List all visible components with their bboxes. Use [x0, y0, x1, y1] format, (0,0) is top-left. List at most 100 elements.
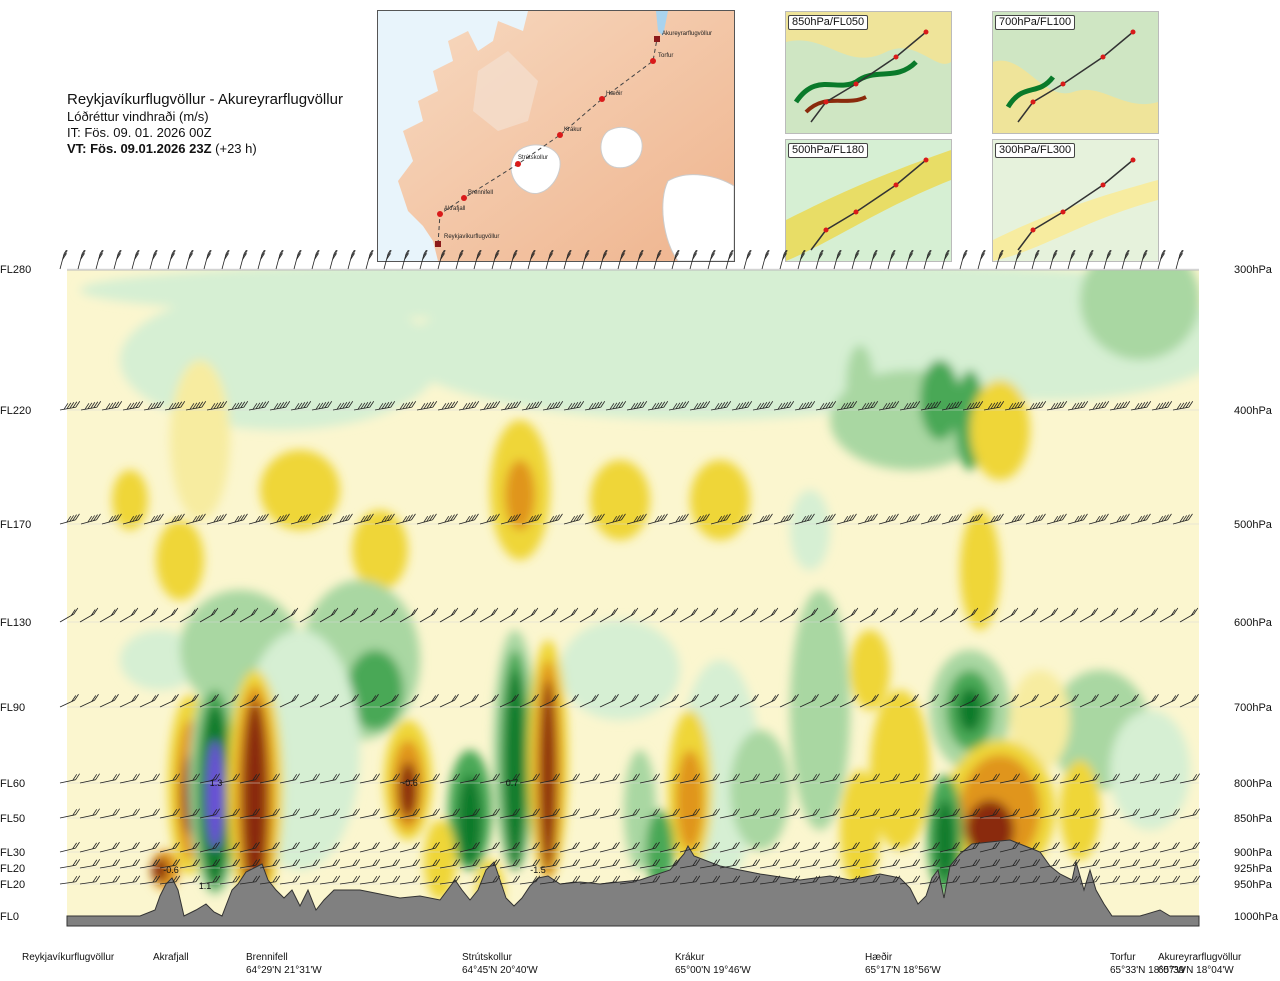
- wind-barb-feather: [999, 250, 1004, 257]
- wind-barb-feather: [450, 514, 455, 521]
- wind-barb-feather: [369, 400, 375, 408]
- wind-barb-feather: [415, 841, 420, 849]
- wind-barb-feather: [450, 609, 456, 616]
- wind-barb-feather: [612, 859, 618, 866]
- wind-barb-feather: [1185, 514, 1190, 521]
- maplabel-brennifell: Brennifell: [468, 190, 493, 196]
- wind-barb-feather: [892, 809, 898, 816]
- wind-barb-feather: [1011, 515, 1017, 523]
- wind-barb-feather: [404, 253, 409, 260]
- wind-barb-feather: [336, 403, 342, 410]
- wind-barb-feather: [572, 842, 577, 850]
- wind-barb-feather: [69, 402, 75, 409]
- location-name: Akureyrarflugvöllur: [1158, 952, 1242, 963]
- wind-barb-feather: [507, 402, 513, 410]
- wind-barb-feather: [1111, 695, 1117, 702]
- wind-barb-feather: [782, 253, 787, 260]
- wind-barb-feather: [765, 250, 770, 257]
- wind-barb-feather: [93, 401, 99, 408]
- wind-barb-feather: [300, 515, 305, 522]
- wind-barb-feather: [296, 253, 301, 260]
- wind-barb-feather: [495, 250, 500, 257]
- wind-barb-feather: [318, 402, 324, 410]
- wind-barb-feather: [1115, 773, 1120, 780]
- wind-barb-feather: [981, 250, 985, 254]
- wind-barb-feather: [453, 400, 459, 408]
- wind-barb-feather: [815, 875, 821, 882]
- wind-barb-feather: [455, 773, 460, 780]
- wind-barb-feather: [910, 609, 916, 616]
- wind-barb-feather: [535, 841, 540, 849]
- wind-barb-feather: [655, 875, 661, 882]
- wind-barb-feather: [972, 809, 978, 816]
- wind-barb-feather: [635, 841, 640, 849]
- wind-barb-feather: [292, 809, 298, 816]
- wind-barb-feather: [572, 809, 578, 816]
- wind-barb-feather: [927, 250, 932, 257]
- barb-row: [59, 400, 1194, 411]
- location-coord: 64°29'N 21°31'W: [246, 965, 322, 976]
- wind-barb-feather: [909, 250, 914, 257]
- wind-barb-feather: [592, 859, 598, 866]
- wind-barb-feather: [372, 859, 378, 866]
- wind-barb-feather: [510, 402, 516, 409]
- wind-barb-feather: [452, 859, 458, 866]
- wind-barb-feather: [351, 250, 356, 257]
- wind-barb-feather: [152, 774, 158, 781]
- wind-barb-feather: [535, 808, 540, 815]
- wind-barb-feather: [495, 250, 499, 254]
- wind-barb-feather: [434, 694, 439, 701]
- wind-barb-feather: [632, 875, 638, 883]
- wind-barb-feather: [156, 401, 162, 408]
- wind-barb-feather: [243, 513, 248, 521]
- wind-barb-feather: [213, 515, 219, 523]
- variable-subtitle: Lóðréttur vindhraði (m/s): [67, 109, 209, 124]
- wind-barb-feather: [210, 403, 216, 410]
- wind-barb-feather: [252, 875, 258, 883]
- wind-barb-feather: [435, 808, 440, 815]
- wind-barb-feather: [531, 402, 537, 409]
- wind-barb-feather: [894, 513, 899, 521]
- wind-barb-feather: [1095, 841, 1100, 849]
- wind-barb-feather: [490, 609, 496, 616]
- wind-barb-feather: [1095, 858, 1101, 866]
- wind-barb-feather: [72, 401, 78, 408]
- field-contour: [1060, 760, 1100, 860]
- maplabel-krakur: Krákur: [564, 127, 582, 133]
- wind-barb-feather: [692, 809, 698, 816]
- wind-barb-feather: [63, 250, 68, 257]
- left-axis-label: FL0: [0, 911, 19, 923]
- wind-barb-feather: [504, 403, 510, 410]
- wind-barb-feather: [510, 515, 515, 522]
- wind-barb-feather: [332, 809, 338, 816]
- wind-barb-feather: [174, 402, 180, 409]
- wind-barb-feather: [159, 513, 164, 521]
- wind-barb-feather: [840, 403, 846, 410]
- wind-barb-feather: [990, 402, 996, 410]
- wind-barb-feather: [134, 694, 139, 701]
- wind-barb-feather: [804, 515, 809, 522]
- wind-barb-feather: [828, 401, 834, 408]
- wind-barb-feather: [255, 858, 261, 866]
- location-name: Hæðir: [865, 952, 893, 963]
- wind-barb-feather: [423, 515, 429, 523]
- wind-barb-feather: [395, 773, 400, 780]
- wind-barb-feather: [975, 514, 980, 521]
- wind-barb-feather: [800, 253, 805, 260]
- wind-barb-feather: [295, 858, 301, 866]
- wind-barb-feather: [130, 609, 136, 616]
- barb-row: [59, 858, 1201, 869]
- wind-barb-feather: [771, 695, 777, 702]
- wind-barb-feather: [855, 773, 860, 780]
- wind-barb-feather: [515, 875, 521, 882]
- wind-barb-feather: [1125, 250, 1130, 257]
- wind-barb-feather: [535, 875, 541, 882]
- wind-barb-feather: [945, 403, 951, 410]
- wind-barb-feather: [837, 250, 842, 257]
- wind-barb-feather: [783, 402, 789, 409]
- wind-barb-feather: [516, 513, 521, 521]
- location-name: Reykjavíkurflugvöllur: [22, 952, 115, 963]
- wind-barb-feather: [513, 401, 519, 408]
- wind-barb-feather: [835, 858, 841, 866]
- wind-barb-feather: [351, 250, 355, 254]
